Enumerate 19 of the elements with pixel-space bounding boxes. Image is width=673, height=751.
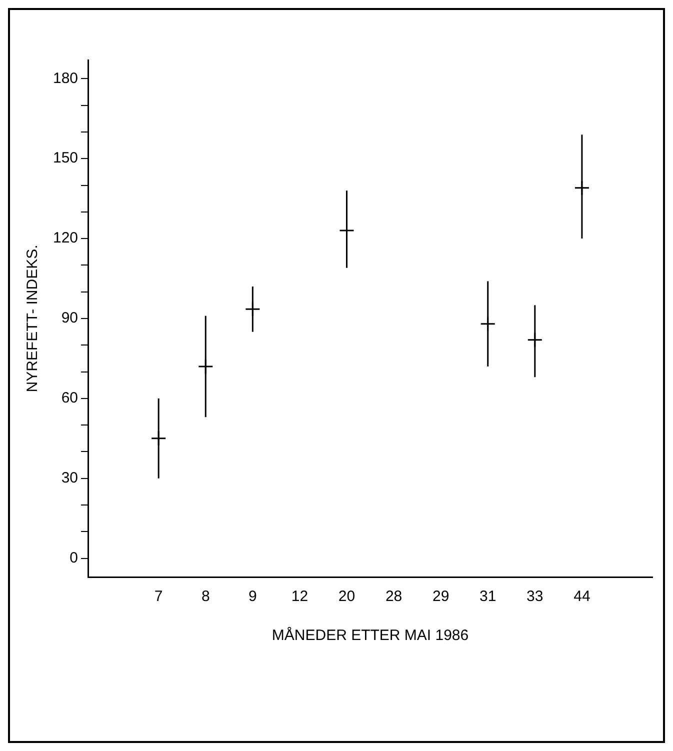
x-axis-title: MÅNEDER ETTER MAI 1986 [272, 626, 469, 644]
y-tick-label: 0 [70, 549, 78, 566]
y-tick-label: 120 [52, 230, 78, 247]
x-tick-label: 8 [201, 588, 210, 606]
y-tick-label: 30 [61, 470, 78, 487]
x-tick-label: 33 [526, 588, 544, 606]
y-tick-label: 90 [61, 310, 78, 327]
y-tick-label: 150 [52, 150, 78, 167]
x-tick-label: 20 [338, 588, 356, 606]
x-tick-label: 9 [248, 588, 257, 606]
y-tick-label: 60 [61, 390, 78, 407]
x-tick-label: 12 [291, 588, 308, 606]
x-tick-label: 31 [480, 588, 496, 606]
y-axis-title: NYREFETT- INDEKS. [24, 244, 42, 392]
x-tick-label: 7 [154, 588, 163, 606]
x-tick-label: 28 [385, 588, 402, 606]
x-tick-label: 29 [432, 588, 450, 606]
x-tick-label: 44 [574, 588, 590, 606]
y-tick-label: 180 [52, 70, 78, 87]
